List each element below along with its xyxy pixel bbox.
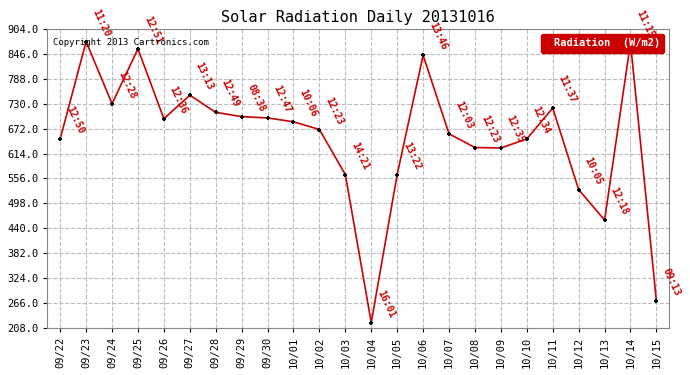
Point (106, 101, 117, 107)
Text: 09:13: 09:13 (660, 267, 682, 298)
Text: 13:46: 13:46 (427, 21, 449, 52)
Text: 12:49: 12:49 (219, 78, 241, 109)
Point (210, 110, 221, 116)
Text: 12:03: 12:03 (453, 99, 475, 130)
Text: 12:36: 12:36 (168, 84, 189, 116)
Point (651, 298, 662, 304)
Text: 12:34: 12:34 (531, 105, 552, 135)
Point (599, 217, 610, 223)
Point (288, 119, 299, 125)
Point (236, 114, 247, 120)
Point (81, 39, 92, 45)
Point (547, 105, 558, 111)
Text: 12:28: 12:28 (116, 69, 137, 100)
Point (262, 115, 273, 121)
Point (159, 116, 170, 122)
Point (573, 187, 584, 193)
Text: 11:20: 11:20 (90, 7, 112, 38)
Text: 13:22: 13:22 (401, 140, 422, 171)
Point (339, 172, 351, 178)
Point (55, 136, 66, 142)
Point (625, 40, 636, 46)
Text: 11:37: 11:37 (557, 74, 578, 105)
Text: 13:13: 13:13 (194, 61, 215, 92)
Text: 12:51: 12:51 (142, 15, 164, 45)
Legend: Radiation  (W/m2): Radiation (W/m2) (541, 34, 664, 53)
Text: 11:15: 11:15 (634, 9, 656, 39)
Text: 16:01: 16:01 (375, 288, 397, 319)
Text: 12:35: 12:35 (505, 114, 526, 144)
Point (392, 172, 403, 178)
Text: 12:47: 12:47 (271, 84, 293, 114)
Point (495, 145, 506, 151)
Point (314, 126, 325, 132)
Text: 12:23: 12:23 (479, 113, 500, 144)
Text: 12:50: 12:50 (64, 105, 86, 135)
Text: 08:38: 08:38 (246, 82, 267, 113)
Text: 12:23: 12:23 (324, 95, 345, 126)
Point (521, 136, 532, 142)
Text: 12:18: 12:18 (609, 186, 630, 217)
Title: Solar Radiation Daily 20131016: Solar Radiation Daily 20131016 (221, 10, 495, 25)
Point (132, 46, 144, 52)
Point (444, 131, 455, 137)
Point (366, 320, 377, 326)
Text: 10:05: 10:05 (582, 155, 604, 186)
Point (184, 92, 195, 98)
Text: Copyright 2013 Cartronics.com: Copyright 2013 Cartronics.com (53, 38, 209, 47)
Text: 14:21: 14:21 (349, 140, 371, 171)
Point (469, 144, 480, 150)
Text: 10:06: 10:06 (297, 87, 319, 118)
Point (417, 52, 428, 58)
